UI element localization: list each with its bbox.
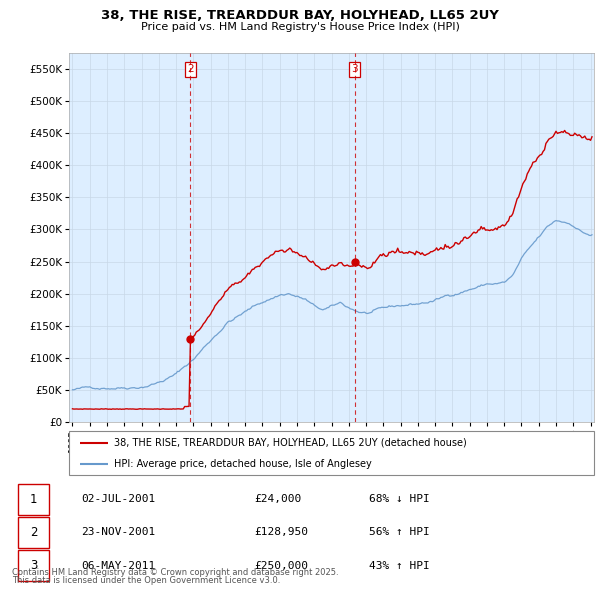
Text: £250,000: £250,000 (254, 560, 308, 571)
Text: 38, THE RISE, TREARDDUR BAY, HOLYHEAD, LL65 2UY: 38, THE RISE, TREARDDUR BAY, HOLYHEAD, L… (101, 9, 499, 22)
FancyBboxPatch shape (18, 550, 49, 581)
Text: 43% ↑ HPI: 43% ↑ HPI (369, 560, 430, 571)
Text: £128,950: £128,950 (254, 527, 308, 537)
Text: HPI: Average price, detached house, Isle of Anglesey: HPI: Average price, detached house, Isle… (113, 459, 371, 469)
FancyBboxPatch shape (69, 431, 594, 475)
Text: This data is licensed under the Open Government Licence v3.0.: This data is licensed under the Open Gov… (12, 576, 280, 585)
Text: 68% ↓ HPI: 68% ↓ HPI (369, 494, 430, 504)
Text: 56% ↑ HPI: 56% ↑ HPI (369, 527, 430, 537)
Text: 2: 2 (187, 64, 194, 74)
Text: Contains HM Land Registry data © Crown copyright and database right 2025.: Contains HM Land Registry data © Crown c… (12, 568, 338, 577)
Text: £24,000: £24,000 (254, 494, 301, 504)
FancyBboxPatch shape (18, 484, 49, 515)
Text: 2: 2 (30, 526, 37, 539)
Text: 1: 1 (30, 493, 37, 506)
Text: 23-NOV-2001: 23-NOV-2001 (81, 527, 155, 537)
FancyBboxPatch shape (18, 517, 49, 548)
Text: Price paid vs. HM Land Registry's House Price Index (HPI): Price paid vs. HM Land Registry's House … (140, 22, 460, 32)
Text: 3: 3 (30, 559, 37, 572)
Text: 02-JUL-2001: 02-JUL-2001 (81, 494, 155, 504)
Text: 3: 3 (351, 64, 358, 74)
Text: 38, THE RISE, TREARDDUR BAY, HOLYHEAD, LL65 2UY (detached house): 38, THE RISE, TREARDDUR BAY, HOLYHEAD, L… (113, 438, 466, 448)
Text: 06-MAY-2011: 06-MAY-2011 (81, 560, 155, 571)
